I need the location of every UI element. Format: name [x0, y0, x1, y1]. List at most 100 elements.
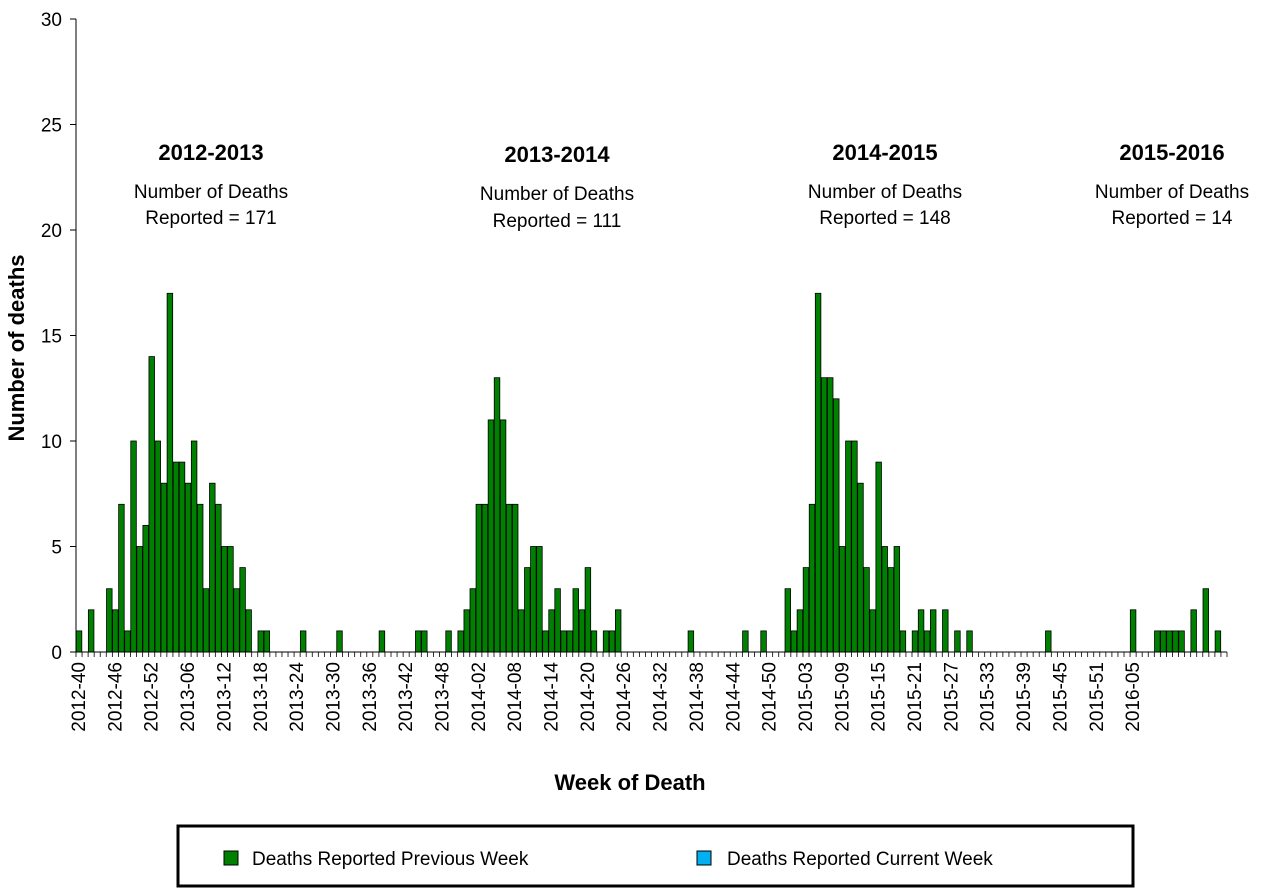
bar-previous-week [560, 630, 567, 653]
bars [75, 292, 1222, 653]
bar-previous-week [1045, 630, 1052, 653]
season-annotation-2012-2013: 2012-2013 Number of Deaths Reported = 17… [134, 140, 288, 229]
bar-previous-week [833, 398, 840, 653]
y-tick-label: 20 [41, 221, 62, 242]
bar-previous-week [75, 630, 83, 653]
bar-previous-week [790, 630, 798, 653]
bar-previous-week [608, 630, 616, 653]
bar-previous-week [154, 440, 161, 653]
x-tick-label: 2015-27 [941, 662, 962, 732]
season-count-label: Number of Deaths [1095, 182, 1249, 203]
bar-previous-week [1129, 609, 1137, 653]
bar-previous-week [572, 588, 579, 653]
bar-previous-week [566, 630, 573, 653]
season-title: 2015-2016 [1119, 140, 1224, 165]
x-tick-label: 2015-39 [1014, 662, 1035, 732]
bar-previous-week [1160, 630, 1167, 653]
y-tick-label: 25 [41, 116, 62, 137]
bar-previous-week [923, 630, 931, 653]
bar-previous-week [245, 609, 252, 653]
bar-previous-week [1214, 630, 1222, 653]
x-tick-label: 2015-21 [905, 662, 926, 732]
bar-previous-week [845, 440, 852, 653]
bar-previous-week [590, 630, 598, 653]
x-axis-title: Week of Death [554, 770, 705, 795]
bar-previous-week [209, 482, 216, 653]
bar-previous-week [445, 630, 452, 653]
bar-previous-week [1190, 609, 1197, 653]
bar-previous-week [239, 567, 246, 653]
bar-previous-week [233, 588, 240, 653]
bar-previous-week [190, 440, 198, 653]
bar-previous-week [857, 482, 864, 653]
x-tick-label: 2012-46 [105, 662, 126, 732]
legend-label-current-week: Deaths Reported Current Week [727, 849, 993, 870]
bar-previous-week [802, 567, 810, 653]
x-tick-label: 2014-20 [578, 662, 599, 732]
x-tick-label: 2013-24 [287, 662, 308, 732]
bar-previous-week [827, 377, 834, 653]
bar-previous-week [942, 609, 949, 653]
season-title: 2014-2015 [832, 140, 937, 165]
bar-previous-week [602, 630, 610, 653]
bar-previous-week [118, 503, 125, 653]
bar-previous-week [463, 609, 470, 653]
x-tick-label: 2012-52 [142, 662, 163, 732]
bar-previous-week [917, 609, 925, 653]
season-title: 2013-2014 [504, 142, 610, 167]
bar-previous-week [87, 609, 95, 653]
x-tick-label: 2015-45 [1050, 662, 1071, 732]
bar-previous-week [166, 292, 174, 653]
x-tick-label: 2015-03 [796, 662, 817, 732]
bar-previous-week [1166, 630, 1173, 653]
bar-previous-week [112, 609, 119, 653]
bar-previous-week [299, 630, 307, 653]
y-tick-label: 5 [51, 538, 62, 559]
season-annotation-2013-2014: 2013-2014 Number of Deaths Reported = 11… [480, 142, 634, 232]
bar-previous-week [215, 503, 222, 653]
x-tick-label: 2016-05 [1123, 662, 1144, 732]
bar-previous-week [184, 482, 192, 653]
bar-previous-week [851, 440, 858, 653]
bar-previous-week [530, 546, 537, 653]
x-tick-label: 2013-30 [323, 662, 344, 732]
y-tick-label: 0 [51, 643, 62, 664]
bar-previous-week [808, 503, 816, 653]
x-tick-label: 2013-12 [214, 662, 235, 732]
bar-previous-week [142, 525, 149, 653]
bar-previous-week [881, 546, 888, 653]
x-tick-label: 2014-44 [723, 662, 744, 732]
bar-previous-week [257, 630, 264, 653]
bar-previous-week [578, 609, 586, 653]
bar-previous-week [839, 546, 846, 653]
bar-previous-week [875, 461, 882, 653]
bar-previous-week [742, 630, 749, 653]
x-tick-label: 2014-08 [505, 662, 526, 732]
bar-previous-week [487, 419, 495, 653]
bar-previous-week [1202, 588, 1209, 653]
season-count-value: Reported = 171 [145, 208, 277, 229]
bar-previous-week [614, 609, 622, 653]
bar-previous-week [227, 546, 234, 653]
x-tick-label: 2013-36 [360, 662, 381, 732]
bar-previous-week [421, 630, 428, 653]
season-count-label: Number of Deaths [808, 182, 962, 203]
bar-previous-week [1178, 630, 1185, 653]
legend-box [176, 824, 1135, 888]
bar-previous-week [887, 567, 894, 653]
y-axis-ticks: 0 5 10 15 20 25 30 [41, 10, 76, 664]
season-count-value: Reported = 111 [493, 211, 622, 232]
x-tick-label: 2014-02 [469, 662, 490, 732]
bar-previous-week [784, 588, 791, 653]
season-count-label: Number of Deaths [134, 182, 288, 203]
x-tick-label: 2014-32 [651, 662, 672, 732]
bar-previous-week [820, 377, 828, 653]
bar-previous-week [966, 630, 973, 653]
bar-previous-week [106, 588, 113, 653]
bar-previous-week [178, 461, 186, 653]
bar-previous-week [148, 356, 155, 653]
bar-previous-week [911, 630, 919, 653]
bar-previous-week [899, 630, 907, 653]
legend: Deaths Reported Previous Week Deaths Rep… [176, 824, 1135, 888]
bar-previous-week [481, 503, 489, 653]
